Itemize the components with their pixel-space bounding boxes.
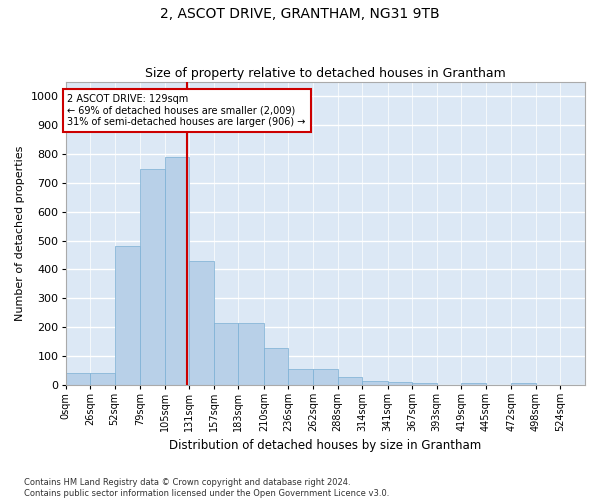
Bar xyxy=(338,377,362,385)
Text: 2, ASCOT DRIVE, GRANTHAM, NG31 9TB: 2, ASCOT DRIVE, GRANTHAM, NG31 9TB xyxy=(160,8,440,22)
Bar xyxy=(412,384,437,385)
Bar xyxy=(90,374,115,385)
Bar xyxy=(289,369,313,385)
Bar xyxy=(362,380,388,385)
Title: Size of property relative to detached houses in Grantham: Size of property relative to detached ho… xyxy=(145,66,506,80)
Y-axis label: Number of detached properties: Number of detached properties xyxy=(15,146,25,321)
Bar xyxy=(388,382,412,385)
Bar xyxy=(264,348,289,385)
Bar xyxy=(461,384,486,385)
Bar xyxy=(189,261,214,385)
Bar xyxy=(164,157,189,385)
X-axis label: Distribution of detached houses by size in Grantham: Distribution of detached houses by size … xyxy=(169,440,481,452)
Bar xyxy=(511,384,536,385)
Bar xyxy=(115,246,140,385)
Text: 2 ASCOT DRIVE: 129sqm
← 69% of detached houses are smaller (2,009)
31% of semi-d: 2 ASCOT DRIVE: 129sqm ← 69% of detached … xyxy=(67,94,306,127)
Bar xyxy=(65,374,90,385)
Text: Contains HM Land Registry data © Crown copyright and database right 2024.
Contai: Contains HM Land Registry data © Crown c… xyxy=(24,478,389,498)
Bar xyxy=(238,323,264,385)
Bar xyxy=(214,323,238,385)
Bar xyxy=(313,369,338,385)
Bar xyxy=(140,168,164,385)
